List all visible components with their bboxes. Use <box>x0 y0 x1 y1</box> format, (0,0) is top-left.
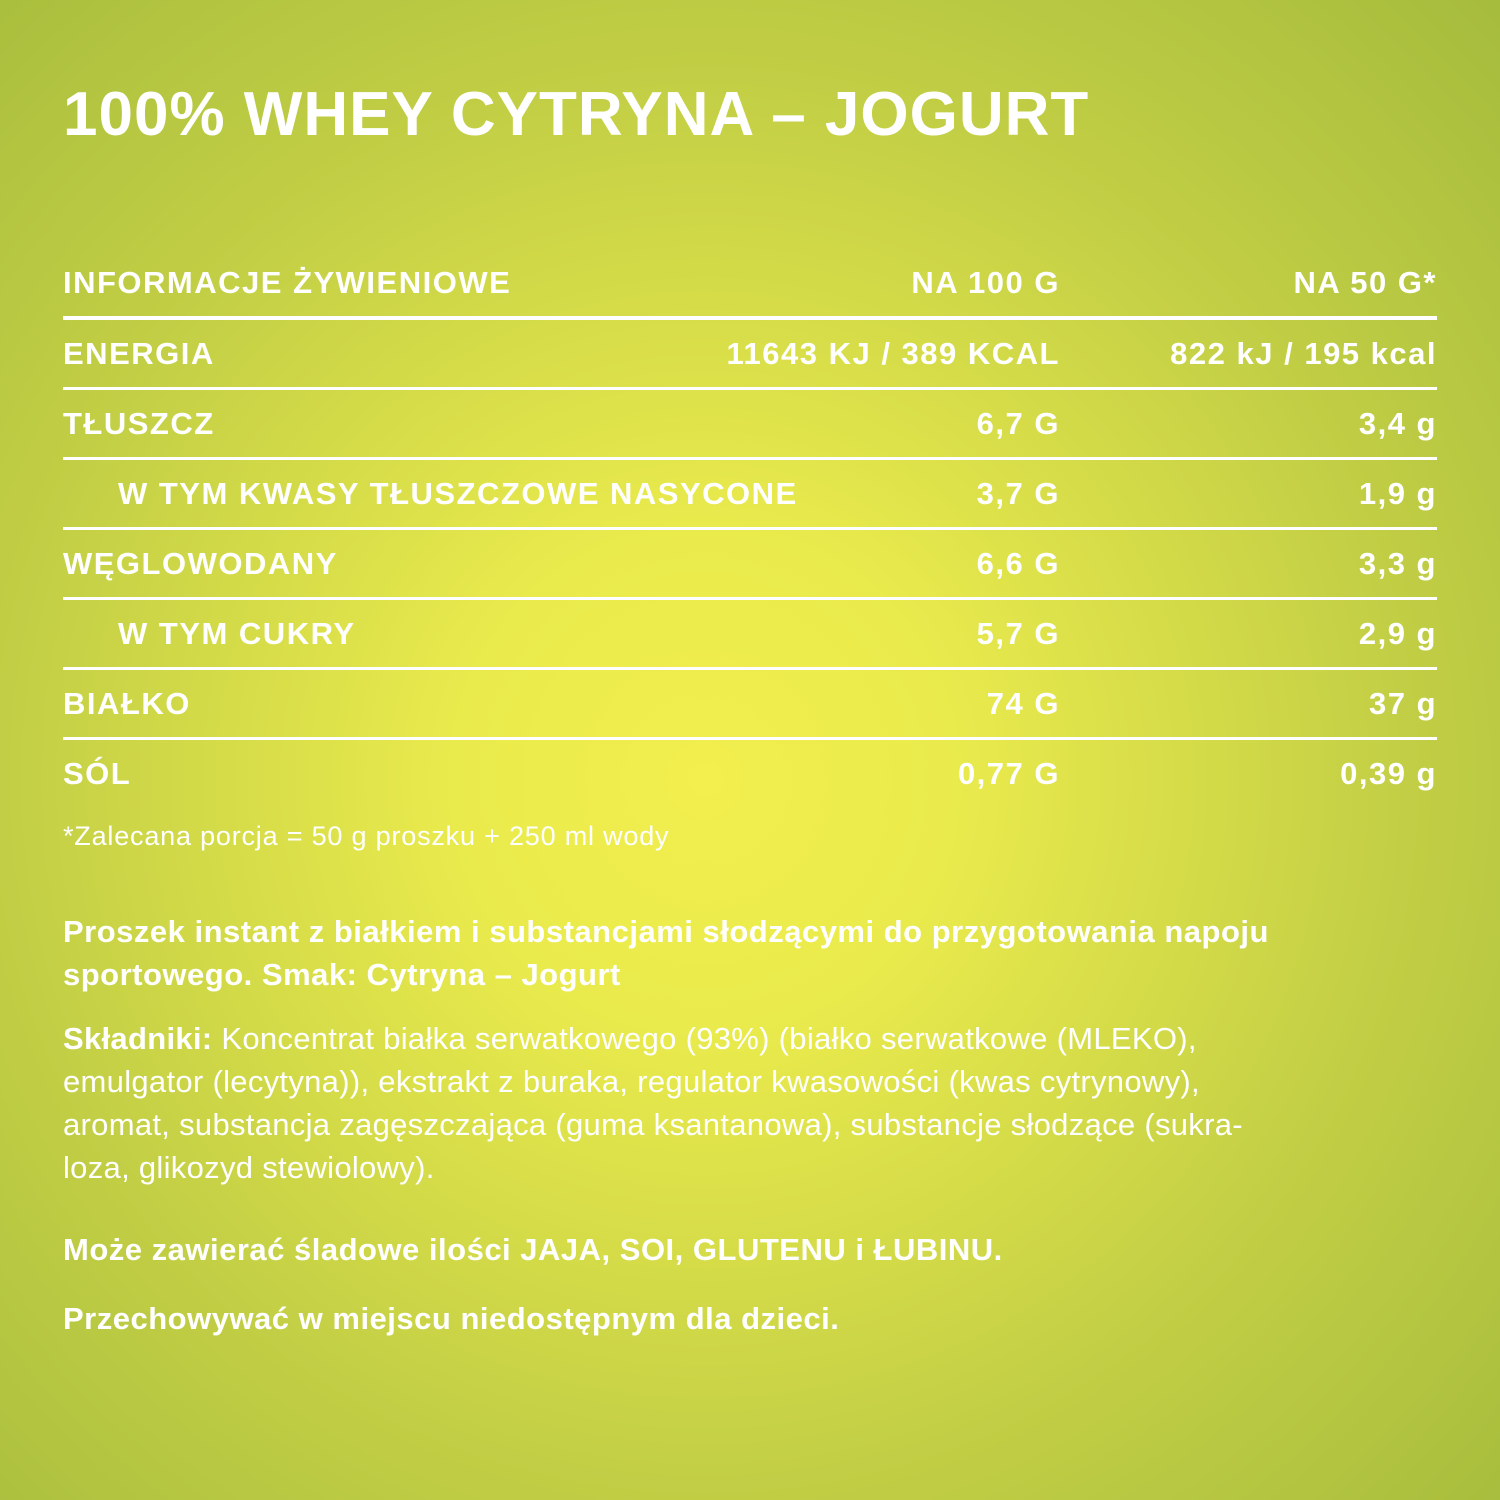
table-row-saturated-fat: W TYM KWASY TŁUSZCZOWE NASYCONE 3,7 G 1,… <box>63 460 1437 530</box>
table-row-energy: ENERGIA 11643 KJ / 389 KCAL 822 kJ / 195… <box>63 320 1437 390</box>
table-row-salt: SÓL 0,77 G 0,39 g <box>63 740 1437 807</box>
table-row-fat: TŁUSZCZ 6,7 G 3,4 g <box>63 390 1437 460</box>
table-header-row: INFORMACJE ŻYWIENIOWE NA 100 G NA 50 G* <box>63 250 1437 320</box>
description-line: Proszek instant z białkiem i substancjam… <box>63 914 1269 949</box>
nutrient-label: ENERGIA <box>63 335 215 371</box>
table-header-per-100g: NA 100 G <box>911 265 1060 300</box>
value-per-50g: 1,9 g <box>1358 475 1437 511</box>
table-header-per-50g: NA 50 G* <box>1293 265 1437 300</box>
ingredients-line: aromat, substancja zagęszczająca (guma k… <box>63 1107 1243 1142</box>
value-per-100g: 0,77 G <box>957 755 1060 791</box>
ingredients-label: Składniki: <box>63 1021 213 1056</box>
table-header-label: INFORMACJE ŻYWIENIOWE <box>63 265 512 300</box>
allergen-notice: Może zawierać śladowe ilości JAJA, SOI, … <box>63 1232 1003 1267</box>
table-row-sugars: W TYM CUKRY 5,7 G 2,9 g <box>63 600 1437 670</box>
ingredients-line: emulgator (lecytyna)), ekstrakt z buraka… <box>63 1064 1200 1099</box>
value-per-100g: 74 G <box>986 685 1060 721</box>
value-per-100g: 6,6 G <box>976 545 1060 581</box>
storage-notice: Przechowywać w miejscu niedostępnym dla … <box>63 1301 840 1336</box>
product-description: Proszek instant z białkiem i substancjam… <box>63 910 1437 996</box>
nutrient-sublabel: W TYM KWASY TŁUSZCZOWE NASYCONE <box>118 475 798 511</box>
value-per-50g: 822 kJ / 195 kcal <box>1170 335 1437 371</box>
nutrient-label: SÓL <box>63 755 132 791</box>
serving-footnote: *Zalecana porcja = 50 g proszku + 250 ml… <box>63 821 670 851</box>
table-row-carbohydrates: WĘGLOWODANY 6,6 G 3,3 g <box>63 530 1437 600</box>
value-per-100g: 6,7 G <box>976 405 1060 441</box>
ingredients-line: Składniki: Koncentrat białka serwatkoweg… <box>63 1017 1437 1060</box>
value-per-50g: 0,39 g <box>1340 755 1437 791</box>
nutrient-label: WĘGLOWODANY <box>63 545 338 581</box>
product-title: 100% WHEY CYTRYNA – JOGURT <box>63 80 1090 149</box>
value-per-50g: 3,4 g <box>1358 405 1437 441</box>
nutrition-table: INFORMACJE ŻYWIENIOWE NA 100 G NA 50 G* … <box>63 250 1437 807</box>
value-per-50g: 3,3 g <box>1358 545 1437 581</box>
label-content: 100% WHEY CYTRYNA – JOGURT INFORMACJE ŻY… <box>63 80 1437 1336</box>
nutrient-sublabel: W TYM CUKRY <box>118 615 356 651</box>
value-per-50g: 37 g <box>1368 685 1437 721</box>
ingredients-text: Koncentrat białka serwatkowego (93%) (bi… <box>212 1021 1197 1056</box>
ingredients-line: loza, glikozyd stewiolowy). <box>63 1150 435 1185</box>
value-per-100g: 5,7 G <box>976 615 1060 651</box>
nutrient-label: BIAŁKO <box>63 685 191 721</box>
table-row-protein: BIAŁKO 74 G 37 g <box>63 670 1437 740</box>
ingredients-paragraph: Składniki: Koncentrat białka serwatkoweg… <box>63 1017 1437 1189</box>
value-per-50g: 2,9 g <box>1358 615 1437 651</box>
value-per-100g: 11643 KJ / 389 KCAL <box>726 335 1060 371</box>
nutrient-label: TŁUSZCZ <box>63 405 215 441</box>
description-line: sportowego. Smak: Cytryna – Jogurt <box>63 957 621 992</box>
value-per-100g: 3,7 G <box>976 475 1060 511</box>
